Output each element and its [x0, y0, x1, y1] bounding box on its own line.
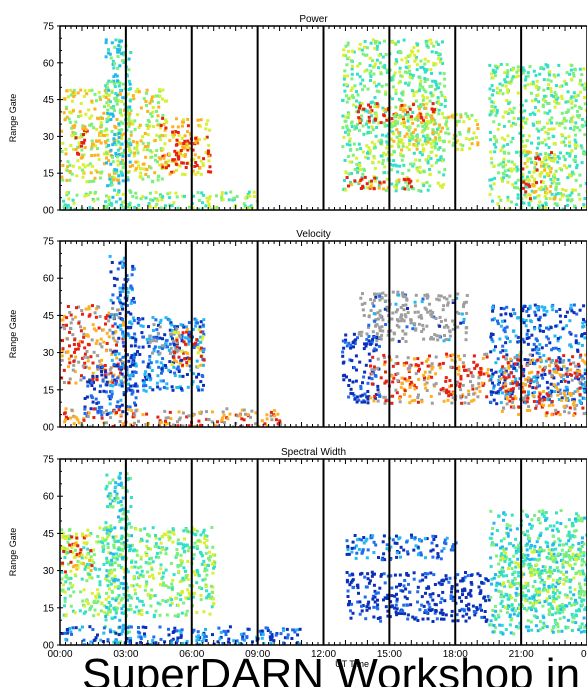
y-tick-label: 60	[43, 58, 55, 69]
x-tick-label: 12:00	[311, 649, 336, 660]
y-tick-label: 75	[43, 22, 55, 33]
data-cells	[60, 38, 587, 210]
x-tick-label: 18:00	[443, 649, 468, 660]
x-tick-label: 00	[581, 649, 587, 660]
y-tick-label: 75	[43, 455, 55, 466]
y-tick-label: 45	[43, 529, 55, 540]
y-tick-label: 30	[43, 132, 55, 143]
y-tick-label: 45	[43, 311, 55, 322]
y-tick-label: 60	[43, 492, 55, 503]
y-axis-label: Range Gate	[8, 528, 18, 577]
panel-3: Spectral Width Range Gate 00 15 30 45 60 75 00:0…	[8, 447, 587, 669]
y-tick-label: 00	[43, 423, 55, 434]
panel-1: Power Range Gate 00 15 30 45 60 75	[8, 14, 587, 217]
x-tick-label: 15:00	[377, 649, 402, 660]
y-tick-label: 00	[43, 206, 55, 217]
y-tick-label: 30	[43, 566, 55, 577]
y-tick-label: 00	[43, 641, 55, 652]
x-tick-label: 09:00	[245, 649, 270, 660]
y-tick-label: 30	[43, 348, 55, 359]
x-tick-label: 03:00	[113, 649, 138, 660]
panel-title: Power	[299, 14, 328, 25]
slide-caption: SuperDARN Workshop in	[82, 650, 581, 687]
y-tick-label: 75	[43, 237, 55, 248]
x-axis-label: UT Time	[335, 659, 369, 669]
x-tick-label: 06:00	[179, 649, 204, 660]
panel-title: Spectral Width	[281, 447, 346, 458]
y-axis-label: Range Gate	[8, 94, 18, 143]
y-tick-label: 15	[43, 603, 55, 614]
y-tick-label: 15	[43, 169, 55, 180]
x-tick-label: 21:00	[509, 649, 534, 660]
y-tick-label: 15	[43, 385, 55, 396]
x-tick-label: 00:00	[47, 649, 72, 660]
y-tick-label: 45	[43, 95, 55, 106]
y-tick-label: 60	[43, 274, 55, 285]
data-cells	[60, 471, 587, 645]
y-axis-label: Range Gate	[8, 310, 18, 359]
panel-2: Velocity Range Gate 00 15 30 45 60 75	[8, 229, 587, 434]
panel-title: Velocity	[296, 229, 330, 240]
